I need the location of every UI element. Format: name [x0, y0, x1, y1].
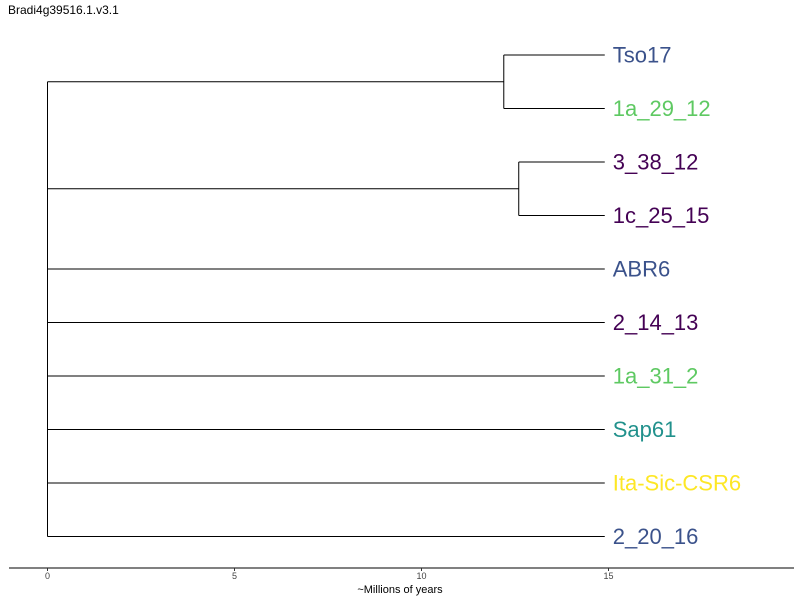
x-tick-label: 15: [603, 571, 613, 581]
tip-label: 2_20_16: [613, 524, 699, 549]
x-tick-label: 5: [232, 571, 237, 581]
tip-label: 3_38_12: [613, 150, 699, 175]
tip-label: 1a_31_2: [613, 364, 699, 389]
tip-label: Tso17: [613, 43, 672, 68]
x-tick-label: 10: [416, 571, 426, 581]
tip-label: ABR6: [613, 257, 670, 282]
x-axis-label: ~Millions of years: [357, 584, 443, 596]
tip-label: 2_14_13: [613, 310, 699, 335]
x-axis: ~Millions of years 0 5 10 15: [9, 567, 794, 596]
x-tick-label: 0: [45, 571, 50, 581]
chart-title: Bradi4g39516.1.v3.1: [8, 3, 119, 17]
tip-label: Ita-Sic-CSR6: [613, 471, 741, 496]
branches: [47, 54, 605, 537]
tip-label: 1c_25_15: [613, 203, 710, 228]
tip-label: Sap61: [613, 417, 677, 442]
tip-labels: Tso17 1a_29_12 3_38_12 1c_25_15 ABR6 2_14_13 1…: [613, 43, 741, 550]
tip-label: 1a_29_12: [613, 96, 711, 121]
